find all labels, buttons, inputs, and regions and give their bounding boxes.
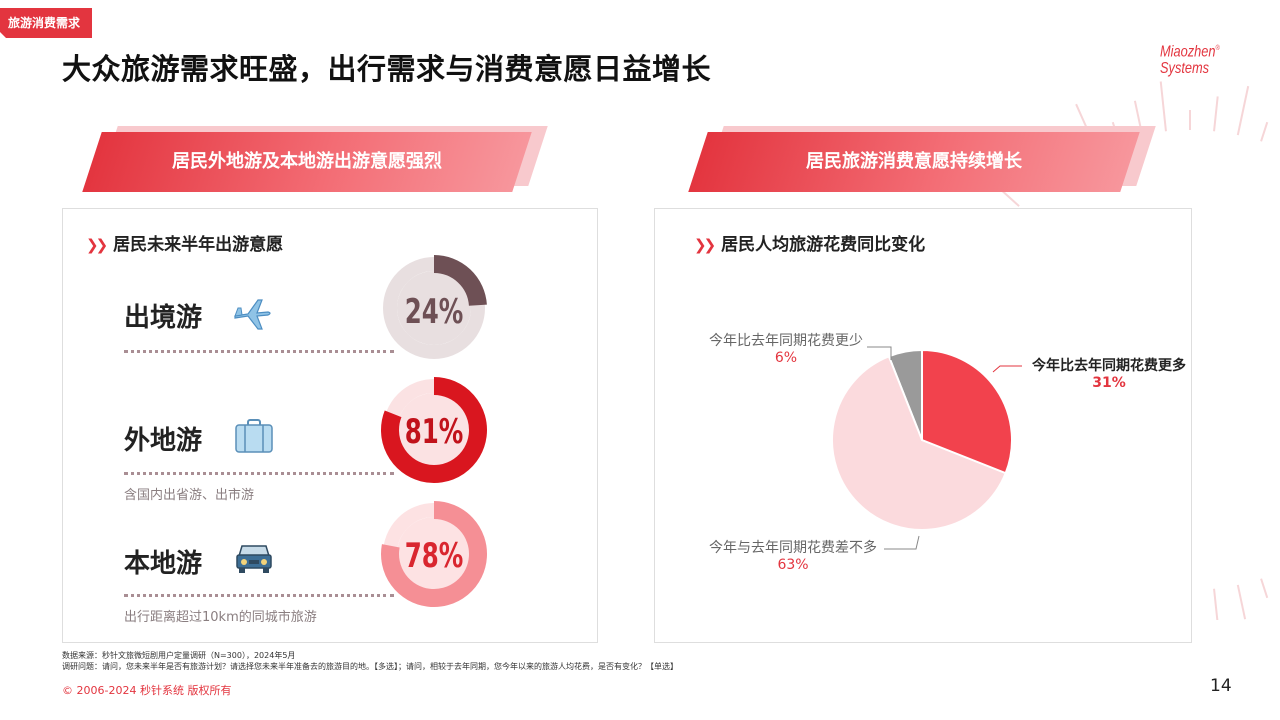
pie-label-same-text: 今年与去年同期花费差不多 [709, 540, 877, 556]
decorative-ray [1213, 588, 1219, 620]
pie-slice-1 [831, 355, 1007, 531]
donut-arc-0 [433, 255, 487, 307]
pie-pct-same: 63% [777, 557, 809, 573]
leader-line-same [884, 535, 920, 550]
domestic-percent: 81% [404, 412, 464, 452]
left-banner-text: 居民外地游及本地游出游意愿强烈 [172, 151, 442, 172]
divider-dots [124, 594, 394, 597]
copyright: © 2006-2024 秒针系统 版权所有 [62, 684, 232, 697]
divider-dots [124, 472, 394, 475]
pie-chart [831, 346, 1022, 550]
left-subtitle-text: 居民未来半年出游意愿 [113, 235, 284, 255]
page-title: 大众旅游需求旺盛，出行需求与消费意愿日益增长 [62, 52, 712, 86]
leader-line-less [867, 346, 892, 360]
right-banner: 居民旅游消费意愿持续增长 [688, 126, 1156, 192]
suitcase-icon [235, 419, 273, 453]
section-tag: 旅游消费需求 [0, 8, 92, 38]
logo-line1: Miaozhen® [1160, 43, 1220, 61]
decorative-ray [1236, 584, 1247, 620]
donut-gauges [381, 255, 487, 607]
company-logo: Miaozhen® Systems [1160, 40, 1220, 77]
outbound-percent: 24% [404, 292, 464, 332]
pie-pct-less: 6% [774, 350, 798, 366]
footnote-source: 数据来源：秒针文旅微短剧用户定量调研（N=300），2024年5月 [62, 651, 296, 660]
logo-line2: Systems [1160, 60, 1210, 78]
item-domestic-label: 外地游 [124, 426, 203, 456]
page-number: 14 [1210, 676, 1232, 696]
item-local-note: 出行距离超过10km的同城市旅游 [124, 610, 317, 625]
pie-label-more: 今年比去年同期花费更多 31% [1024, 355, 1194, 391]
pie-pct-more: 31% [1092, 375, 1126, 391]
airplane-icon [234, 299, 271, 330]
left-panel [62, 208, 598, 643]
donut-arc-1 [381, 377, 487, 483]
decorative-ray [1260, 578, 1269, 599]
footnote-question: 调研问题：请问，您未来半年是否有旅游计划？请选择您未来半年准备去的旅游目的地。【… [62, 662, 678, 671]
decorative-ray [1159, 81, 1167, 132]
chevron-icon: ❯❯ [694, 236, 716, 254]
left-banner: 居民外地游及本地游出游意愿强烈 [82, 126, 548, 192]
donut-center [397, 271, 471, 345]
decorative-ray [1236, 85, 1250, 136]
pie-label-same: 今年与去年同期花费差不多 63% [700, 537, 886, 573]
pie-slice-0 [921, 348, 1013, 475]
right-banner-text: 居民旅游消费意愿持续增长 [806, 151, 1022, 172]
item-local-label: 本地游 [124, 549, 203, 579]
car-icon [236, 545, 272, 573]
divider-dots [124, 350, 394, 353]
leader-line-more [992, 365, 1022, 373]
donut-center [397, 517, 471, 591]
pie-label-less-text: 今年比去年同期花费更少 [709, 333, 863, 349]
right-subtitle-text: 居民人均旅游花费同比变化 [721, 235, 926, 255]
pie-label-less: 今年比去年同期花费更少 6% [700, 330, 872, 366]
chevron-icon: ❯❯ [86, 236, 108, 254]
item-domestic-note: 含国内出省游、出市游 [124, 488, 255, 503]
decorative-ray [1260, 121, 1269, 142]
donut-arc-2 [381, 501, 487, 607]
decorative-ray [1213, 96, 1219, 132]
local-percent: 78% [404, 536, 464, 576]
right-subtitle: ❯❯ 居民人均旅游花费同比变化 [694, 230, 925, 255]
item-outbound-label: 出境游 [124, 303, 203, 333]
donut-center [397, 393, 471, 467]
pie-label-more-text: 今年比去年同期花费更多 [1032, 358, 1186, 374]
left-subtitle: ❯❯ 居民未来半年出游意愿 [86, 230, 283, 255]
